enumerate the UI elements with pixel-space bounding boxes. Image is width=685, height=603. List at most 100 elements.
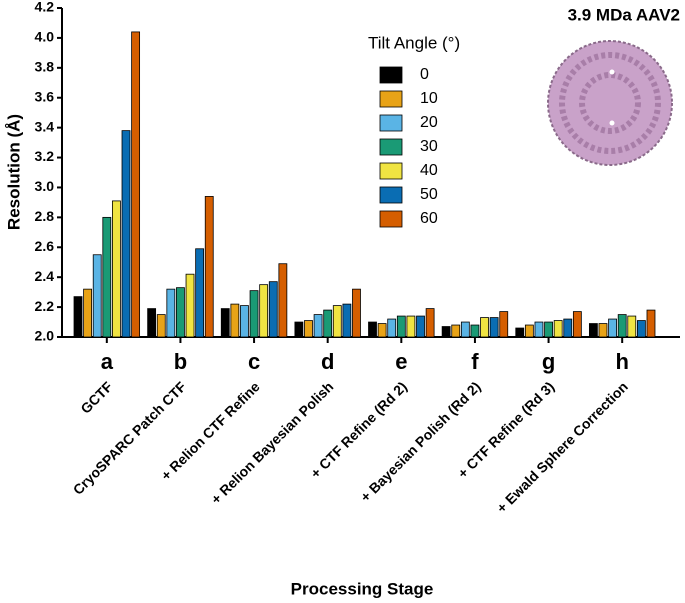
y-tick-label: 3.2 xyxy=(35,148,55,164)
bar xyxy=(313,314,323,338)
y-tick-label: 2.4 xyxy=(35,268,55,284)
bar xyxy=(73,296,83,338)
legend-swatch xyxy=(379,66,403,84)
bar xyxy=(147,308,157,338)
bar xyxy=(121,130,131,338)
y-tick-label: 2.0 xyxy=(35,328,55,344)
bar xyxy=(396,315,406,338)
bar xyxy=(268,281,278,338)
x-tick-label: a xyxy=(101,349,114,374)
bar xyxy=(524,324,534,338)
bar xyxy=(563,318,573,338)
bar xyxy=(83,288,93,338)
y-tick-label: 4.2 xyxy=(35,0,55,15)
bar xyxy=(544,321,553,338)
y-tick-label: 4.0 xyxy=(35,29,55,45)
bar xyxy=(332,305,342,338)
bar xyxy=(627,315,637,338)
bar xyxy=(131,31,141,338)
x-tick-label: c xyxy=(248,349,260,374)
bar xyxy=(646,309,656,338)
x-tick-label: f xyxy=(471,349,479,374)
y-axis-label: Resolution (Å) xyxy=(4,114,23,230)
bar xyxy=(240,305,249,338)
x-tick-label: b xyxy=(174,349,187,374)
legend-label: 50 xyxy=(420,186,438,203)
bar xyxy=(425,308,435,338)
bar xyxy=(294,321,304,338)
bar xyxy=(406,315,416,338)
bar xyxy=(368,321,377,338)
bar xyxy=(617,314,627,338)
bar xyxy=(451,324,461,338)
bar xyxy=(195,248,205,338)
y-tick-label: 2.8 xyxy=(35,208,55,224)
legend-swatch xyxy=(379,114,403,132)
bar xyxy=(416,315,425,338)
bar xyxy=(489,317,499,338)
stage-label: + Relion Bayesian Polish xyxy=(208,378,337,507)
bar xyxy=(185,273,195,338)
legend-swatch xyxy=(379,138,403,156)
y-tick-label: 3.0 xyxy=(35,178,55,194)
virus-image xyxy=(547,40,673,166)
y-tick-label: 3.8 xyxy=(35,59,55,75)
legend-label: 10 xyxy=(420,90,438,107)
bar xyxy=(470,324,480,338)
bar xyxy=(387,318,397,338)
legend-swatch xyxy=(379,186,403,204)
legend-label: 20 xyxy=(420,114,438,131)
legend-swatch xyxy=(379,210,403,228)
bar xyxy=(230,303,240,338)
y-tick-label: 3.6 xyxy=(35,88,55,104)
bar xyxy=(166,288,176,338)
bar xyxy=(534,321,544,338)
legend-label: 60 xyxy=(420,210,438,227)
bar xyxy=(499,311,509,338)
y-tick-label: 2.6 xyxy=(35,238,55,254)
bar xyxy=(102,216,112,338)
bar xyxy=(588,323,598,338)
bar xyxy=(553,320,563,338)
bar xyxy=(342,303,352,338)
bar xyxy=(377,323,387,338)
bar xyxy=(636,320,646,338)
bar xyxy=(249,290,259,338)
bar xyxy=(278,263,288,338)
bar xyxy=(441,326,451,338)
legend-swatch xyxy=(379,90,403,108)
y-tick-label: 3.4 xyxy=(35,118,55,134)
x-tick-label: g xyxy=(542,349,555,374)
bar xyxy=(460,321,470,338)
bar xyxy=(259,284,269,338)
x-tick-label: d xyxy=(321,349,334,374)
bar xyxy=(608,318,617,338)
legend-label: 30 xyxy=(420,138,438,155)
x-tick-label: h xyxy=(615,349,628,374)
bar xyxy=(480,317,489,338)
x-tick-label: e xyxy=(395,349,407,374)
legend-title: Tilt Angle (°) xyxy=(368,33,460,52)
legend-label: 0 xyxy=(420,66,429,83)
annotation: 3.9 MDa AAV2 xyxy=(568,5,680,24)
bar xyxy=(220,308,230,338)
stage-label: + Bayesian Polish (Rd 2) xyxy=(357,378,484,505)
bar xyxy=(156,314,166,338)
bar xyxy=(304,320,313,338)
y-tick-label: 2.2 xyxy=(35,298,55,314)
bar xyxy=(92,254,102,338)
bar xyxy=(352,288,361,338)
x-axis-label: Processing Stage xyxy=(291,579,434,598)
bar xyxy=(572,311,582,338)
bar xyxy=(598,323,608,338)
stage-label: GCTF xyxy=(77,378,116,417)
stage-label: + Ewald Sphere Correction xyxy=(493,378,631,516)
bar xyxy=(204,196,214,338)
bar xyxy=(176,287,185,338)
legend-swatch xyxy=(379,162,403,180)
legend-label: 40 xyxy=(420,162,438,179)
bar xyxy=(112,200,121,338)
bar xyxy=(323,309,333,338)
bar xyxy=(515,327,525,338)
